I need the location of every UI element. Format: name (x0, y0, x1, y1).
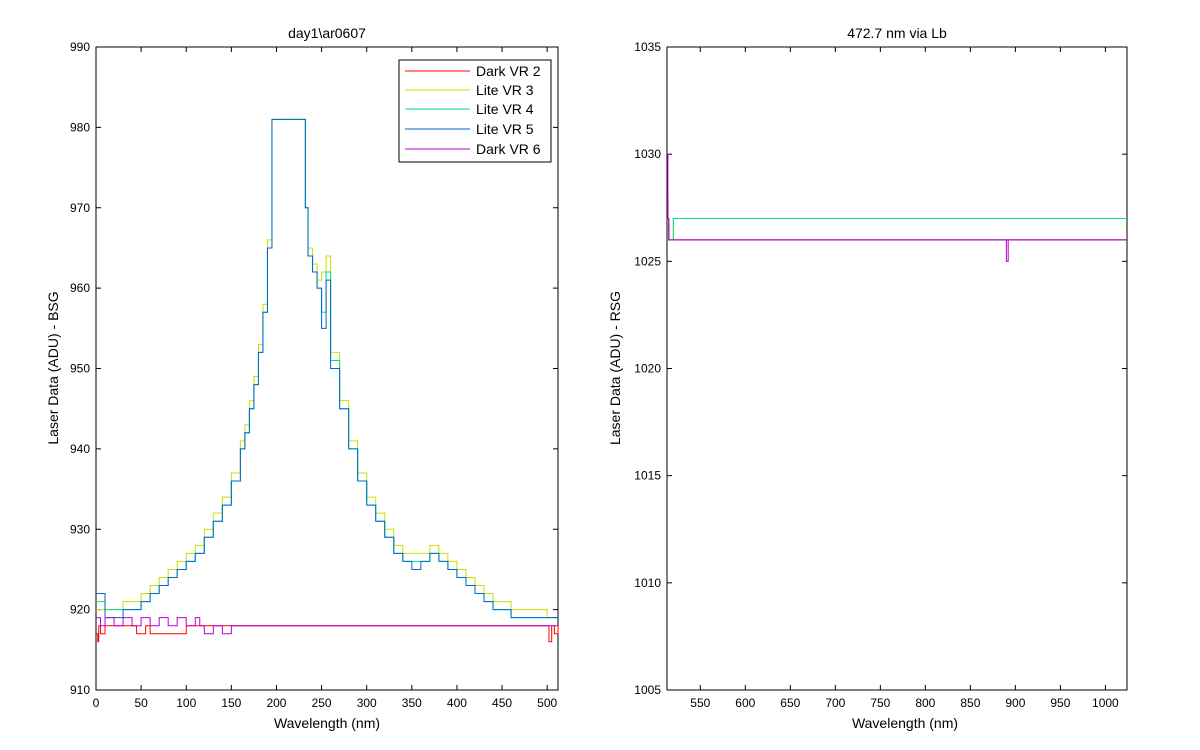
bsg-y-tick-label: 920 (70, 603, 90, 617)
rsg-x-tick-label: 650 (780, 696, 800, 710)
rsg-x-tick-label: 700 (825, 696, 845, 710)
rsg-x-tick-label: 550 (690, 696, 710, 710)
rsg-x-axis-title: Wavelength (nm) (852, 715, 958, 731)
rsg-y-tick-label: 1010 (634, 576, 661, 590)
rsg-x-tick-label: 850 (960, 696, 980, 710)
bsg-y-axis-title: Laser Data (ADU) - BSG (45, 291, 61, 444)
rsg-panel: 472.7 nm via Lb Wavelength (nm) Laser Da… (607, 25, 1128, 731)
rsg-y-tick-label: 1020 (634, 362, 661, 376)
bsg-x-tick-label: 0 (93, 696, 100, 710)
bsg-series-group (96, 118, 559, 643)
bsg-y-tick-label: 990 (70, 40, 90, 54)
rsg-x-tick-label: 750 (870, 696, 890, 710)
legend-label-lite-vr-5: Lite VR 5 (476, 121, 534, 137)
legend-label-lite-vr-4: Lite VR 4 (476, 101, 534, 117)
rsg-y-tick-label: 1015 (634, 469, 661, 483)
bsg-x-tick-label: 200 (266, 696, 286, 710)
legend-entry-dark-vr-6: Dark VR 6 (405, 141, 541, 157)
bsg-axis-ticks: 0 50 100 150 200 250 300 350 400 450 500 910 920 930 9… (70, 40, 558, 710)
bsg-x-tick-label: 500 (537, 696, 557, 710)
bsg-x-tick-label: 400 (447, 696, 467, 710)
bsg-y-tick-label: 940 (70, 442, 90, 456)
bsg-legend: Dark VR 2 Lite VR 3 Lite VR 4 Lite VR 5 … (398, 59, 552, 163)
bsg-y-tick-label: 930 (70, 522, 90, 536)
bsg-y-tick-label: 970 (70, 201, 90, 215)
bsg-x-tick-label: 250 (312, 696, 332, 710)
rsg-series-group (667, 153, 1127, 262)
legend-entry-dark-vr-2: Dark VR 2 (405, 63, 541, 79)
bsg-x-tick-label: 100 (176, 696, 196, 710)
rsg-y-tick-label: 1025 (634, 254, 661, 268)
rsg-chart-title: 472.7 nm via Lb (847, 25, 947, 41)
legend-entry-lite-vr-5: Lite VR 5 (405, 121, 534, 137)
rsg-x-tick-label: 900 (1005, 696, 1025, 710)
legend-entry-lite-vr-4: Lite VR 4 (405, 101, 534, 117)
bsg-y-tick-label: 980 (70, 120, 90, 134)
rsg-x-tick-label: 1000 (1092, 696, 1119, 710)
bsg-x-tick-label: 150 (221, 696, 241, 710)
bsg-x-tick-label: 50 (134, 696, 148, 710)
rsg-x-tick-label: 600 (735, 696, 755, 710)
rsg-y-tick-label: 1035 (634, 40, 661, 54)
legend-label-lite-vr-3: Lite VR 3 (476, 82, 534, 98)
rsg-y-axis-title: Laser Data (ADU) - RSG (607, 291, 623, 445)
bsg-y-tick-label: 960 (70, 281, 90, 295)
bsg-x-tick-label: 300 (357, 696, 377, 710)
bsg-series-lite-vr-5 (96, 118, 558, 619)
bsg-y-tick-label: 950 (70, 362, 90, 376)
rsg-x-tick-label: 950 (1050, 696, 1070, 710)
rsg-y-tick-label: 1005 (634, 683, 661, 697)
bsg-series-dark-vr-2 (96, 625, 559, 643)
rsg-axis-ticks: 550 600 650 700 750 800 850 900 950 1000 1005 1010 1… (634, 40, 1127, 710)
bsg-x-tick-label: 350 (402, 696, 422, 710)
bsg-x-axis-title: Wavelength (nm) (274, 715, 380, 731)
bsg-chart-title: day1\ar0607 (288, 25, 366, 41)
bsg-series-dark-vr-6 (96, 617, 558, 635)
legend-entry-lite-vr-3: Lite VR 3 (405, 82, 534, 98)
rsg-x-tick-label: 800 (915, 696, 935, 710)
rsg-plot-area (666, 46, 1128, 691)
bsg-x-tick-label: 450 (492, 696, 512, 710)
bsg-y-tick-label: 910 (70, 683, 90, 697)
bsg-panel: day1\ar0607 Wavelength (nm) Laser Data (… (45, 25, 559, 731)
legend-label-dark-vr-2: Dark VR 2 (476, 63, 541, 79)
rsg-y-tick-label: 1030 (634, 147, 661, 161)
rsg-series-dark-vr-6 (667, 153, 1127, 262)
legend-box (398, 59, 552, 163)
legend-label-dark-vr-6: Dark VR 6 (476, 141, 541, 157)
